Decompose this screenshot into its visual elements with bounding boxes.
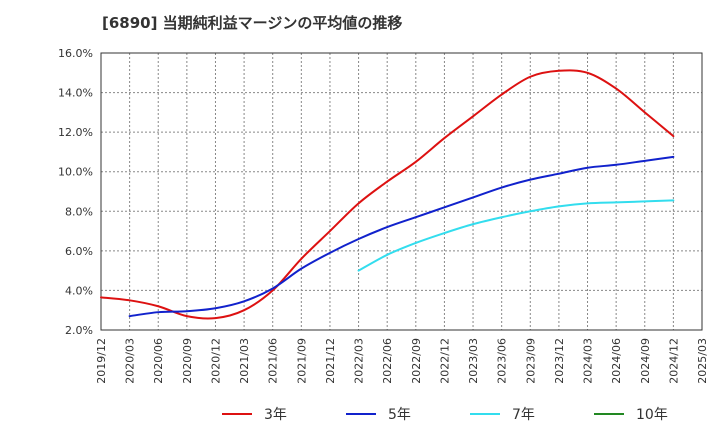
legend-label-1: 3年 xyxy=(264,407,287,423)
x-tick-label: 2021/12 xyxy=(324,338,337,384)
plot-border xyxy=(100,52,703,331)
y-tick-label: 16.0% xyxy=(58,47,93,60)
grid xyxy=(100,52,703,331)
series-line-2 xyxy=(128,155,675,318)
x-tick-label: 2021/09 xyxy=(295,338,308,384)
x-tick-label: 2021/06 xyxy=(267,338,280,384)
x-tick-label: 2020/12 xyxy=(209,338,222,384)
legend: 3年 5年 7年 10年 xyxy=(222,407,668,423)
y-tick-label: 10.0% xyxy=(58,166,93,179)
x-tick-label: 2024/09 xyxy=(639,338,652,384)
y-tick-label: 6.0% xyxy=(65,245,93,258)
y-tick-label: 12.0% xyxy=(58,126,93,139)
series-line-1 xyxy=(100,69,675,320)
x-tick-label: 2022/12 xyxy=(438,338,451,384)
plot-area xyxy=(101,53,702,330)
legend-label-4: 10年 xyxy=(636,407,668,423)
x-tick-label: 2019/12 xyxy=(95,338,108,384)
x-tick-label: 2024/03 xyxy=(582,338,595,384)
x-tick-label: 2020/06 xyxy=(152,338,165,384)
x-tick-label: 2020/09 xyxy=(181,338,194,384)
x-tick-label: 2023/06 xyxy=(496,338,509,384)
x-tick-label: 2023/09 xyxy=(524,338,537,384)
axes: 2.0% 4.0% 6.0% 8.0% 10.0% 12.0% 14.0% 16.0% 2019… xyxy=(58,47,709,384)
legend-label-2: 5年 xyxy=(388,407,411,423)
x-tick-label: 2023/12 xyxy=(553,338,566,384)
y-tick-label: 2.0% xyxy=(65,324,93,337)
y-tick-label: 14.0% xyxy=(58,87,93,100)
x-tick-label: 2021/03 xyxy=(238,338,251,384)
x-tick-label: 2022/09 xyxy=(410,338,423,384)
x-tick-label: 2022/03 xyxy=(353,338,366,384)
x-tick-label: 2025/03 xyxy=(696,338,709,384)
x-tick-label: 2020/03 xyxy=(124,338,137,384)
x-tick-label: 2023/03 xyxy=(467,338,480,384)
legend-label-3: 7年 xyxy=(512,407,535,423)
series-lines xyxy=(100,69,675,320)
y-tick-label: 4.0% xyxy=(65,284,93,297)
series-line-3 xyxy=(357,199,675,272)
x-tick-label: 2024/12 xyxy=(667,338,680,384)
chart-title: [6890] 当期純利益マージンの平均値の推移 xyxy=(102,14,403,32)
x-tick-label: 2024/06 xyxy=(610,338,623,384)
y-tick-label: 8.0% xyxy=(65,205,93,218)
x-tick-label: 2022/06 xyxy=(381,338,394,384)
